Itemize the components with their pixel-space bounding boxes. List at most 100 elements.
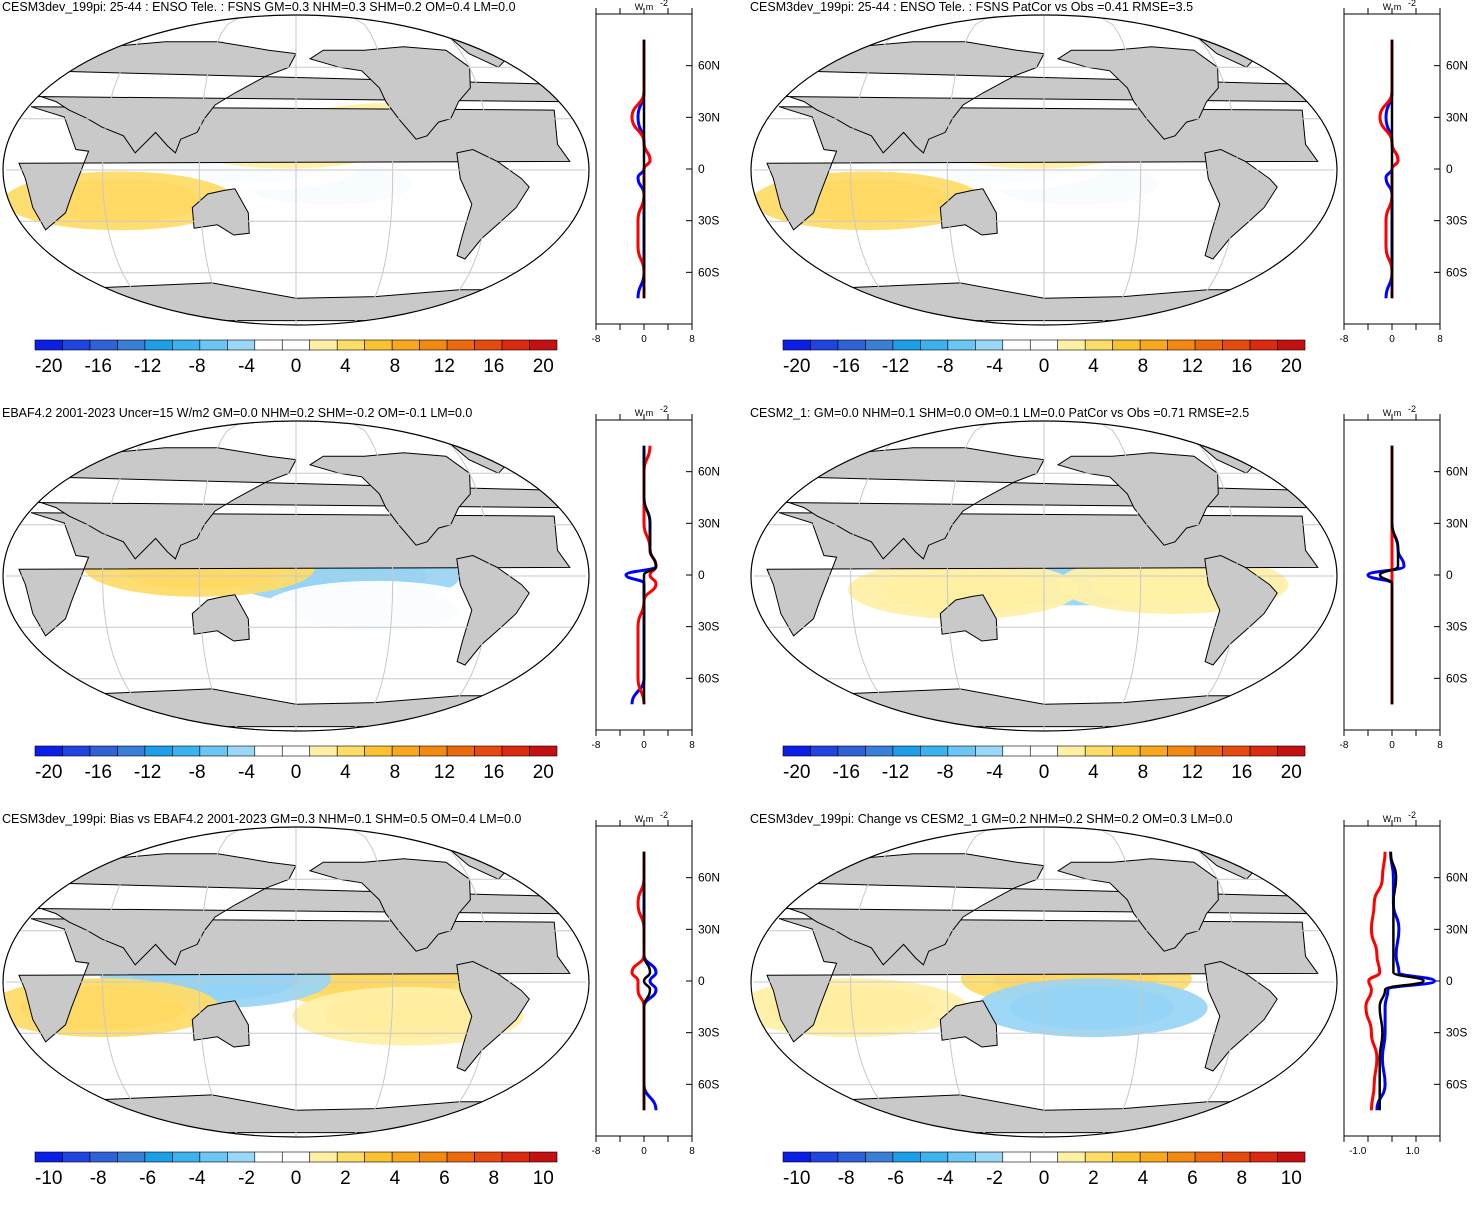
colorbar-swatch — [1112, 745, 1141, 757]
lat-tick-label: 30S — [1446, 620, 1467, 634]
colorbar-swatch — [391, 1151, 420, 1163]
colorbar-swatch — [920, 339, 949, 351]
colorbar-swatch — [474, 745, 503, 757]
lat-tick-label: 60S — [1446, 671, 1467, 685]
colorbar-label: -12 — [882, 762, 909, 783]
colorbar-swatch — [501, 745, 530, 757]
colorbar-swatch — [199, 745, 228, 757]
zonal-x-tick-label: 0 — [1389, 740, 1395, 751]
colorbar-label: 4 — [1138, 1168, 1149, 1189]
lat-tick-label: 60N — [698, 871, 720, 885]
colorbar-swatch — [892, 1151, 921, 1163]
zonal-units-label: W m — [635, 814, 654, 824]
lat-tick-label: 0 — [1446, 974, 1453, 988]
colorbar-label: -12 — [134, 762, 161, 783]
colorbar-label: 4 — [1088, 356, 1099, 377]
zonal-x-tick-label: -8 — [592, 1146, 601, 1157]
colorbar-swatch — [172, 1151, 201, 1163]
colorbar-label: 10 — [1281, 1168, 1302, 1189]
zonal-x-tick-label: 0 — [1389, 334, 1395, 345]
namerica-landmass — [308, 452, 471, 546]
zonal-units-label: W m — [635, 408, 654, 418]
zonal-x-tick-label: 8 — [1437, 334, 1443, 345]
australia-landmass — [939, 1000, 998, 1048]
colorbar-label: 10 — [533, 1168, 554, 1189]
colorbar-swatch — [364, 745, 393, 757]
colorbar-label: 4 — [340, 356, 351, 377]
zonal-diff-line — [642, 851, 652, 1111]
colorbar-swatch — [172, 339, 201, 351]
colorbar-label: 20 — [533, 356, 554, 377]
anomaly-feature — [976, 978, 1208, 1038]
lat-tick-label: 0 — [698, 568, 705, 582]
colorbar-label: 4 — [340, 762, 351, 783]
map-panel-4: -20 -16 -12 -8 -4 0 4 8 12 16 20 60N 30N 0 30S 60S -8 0 8 W… — [750, 404, 1468, 783]
colorbar-label: -20 — [35, 356, 62, 377]
colorbar-swatch — [810, 1151, 839, 1163]
colorbar-label: 0 — [1039, 762, 1050, 783]
colorbar-label: 0 — [291, 1168, 302, 1189]
colorbar-swatch — [1139, 339, 1168, 351]
zonal-units-label: W m — [635, 2, 654, 12]
map-border — [750, 14, 1338, 326]
colorbar-label: 20 — [1281, 356, 1302, 377]
colorbar-label: -4 — [986, 762, 1003, 783]
colorbar-swatch — [89, 1151, 118, 1163]
colorbar-label: -6 — [887, 1168, 904, 1189]
zonal-x-tick-label: 8 — [1437, 740, 1443, 751]
colorbar-label: -2 — [986, 1168, 1003, 1189]
colorbar-swatch — [1057, 1151, 1086, 1163]
zonal-units-label: W m — [1383, 814, 1402, 824]
colorbar-label: 4 — [1088, 762, 1099, 783]
colorbar-swatch — [975, 745, 1004, 757]
zonal-x-tick-label: 1.0 — [1406, 1146, 1420, 1157]
colorbar-label: 12 — [1182, 356, 1203, 377]
colorbar-swatch — [1277, 1151, 1306, 1163]
panel-title: CESM3dev_199pi: Change vs CESM2_1 GM=0.2… — [750, 812, 1233, 826]
colorbar-swatch — [1249, 745, 1278, 757]
colorbar-swatch — [391, 339, 420, 351]
colorbar-swatch — [947, 339, 976, 351]
colorbar-label: 0 — [291, 762, 302, 783]
colorbar-swatch — [281, 1151, 311, 1163]
colorbar-swatch — [227, 745, 256, 757]
colorbar-swatch — [1084, 1151, 1113, 1163]
namerica-landmass — [308, 46, 471, 140]
colorbar-label: 8 — [1138, 762, 1149, 783]
colorbar-label: -8 — [937, 762, 954, 783]
colorbar-swatch — [34, 745, 63, 757]
colorbar-label: 2 — [340, 1168, 351, 1189]
samerica-landmass — [1204, 554, 1278, 666]
colorbar-swatch — [865, 339, 894, 351]
lat-tick-label: 30S — [1446, 214, 1467, 228]
colorbar-swatch — [34, 339, 63, 351]
colorbar-swatch — [1002, 339, 1031, 351]
colorbar-label: 8 — [489, 1168, 500, 1189]
colorbar-swatch — [227, 339, 256, 351]
panel-title: EBAF4.2 2001-2023 Uncer=15 W/m2 GM=0.0 N… — [2, 406, 473, 420]
colorbar-swatch — [336, 1151, 365, 1163]
map-panel-6: -10 -8 -6 -4 -2 0 2 4 6 8 10 60N 30N 0 30S 60S -1.0 1.0 W … — [750, 810, 1468, 1189]
colorbar-label: 0 — [1039, 1168, 1050, 1189]
colorbar-swatch — [309, 745, 338, 757]
colorbar-swatch — [920, 745, 949, 757]
colorbar-label: 0 — [1039, 356, 1050, 377]
colorbar-label: 6 — [439, 1168, 450, 1189]
colorbar-swatch — [336, 339, 365, 351]
colorbar-label: -4 — [238, 356, 255, 377]
colorbar-label: 12 — [434, 356, 455, 377]
colorbar-swatch — [172, 745, 201, 757]
lat-tick-label: 30N — [698, 516, 720, 530]
colorbar-label: 0 — [291, 356, 302, 377]
lat-tick-label: 30N — [698, 110, 720, 124]
colorbar-swatch — [254, 339, 283, 351]
colorbar-swatch — [1194, 1151, 1223, 1163]
colorbar-swatch — [144, 1151, 173, 1163]
australia-landmass — [939, 188, 998, 236]
colorbar-label: -4 — [189, 1168, 206, 1189]
australia-landmass — [191, 594, 250, 642]
zonal-obs-line — [1364, 851, 1387, 1111]
colorbar-swatch — [529, 1151, 558, 1163]
zonal-units-exponent: -2 — [660, 0, 668, 8]
zonal-x-tick-label: 8 — [689, 334, 695, 345]
